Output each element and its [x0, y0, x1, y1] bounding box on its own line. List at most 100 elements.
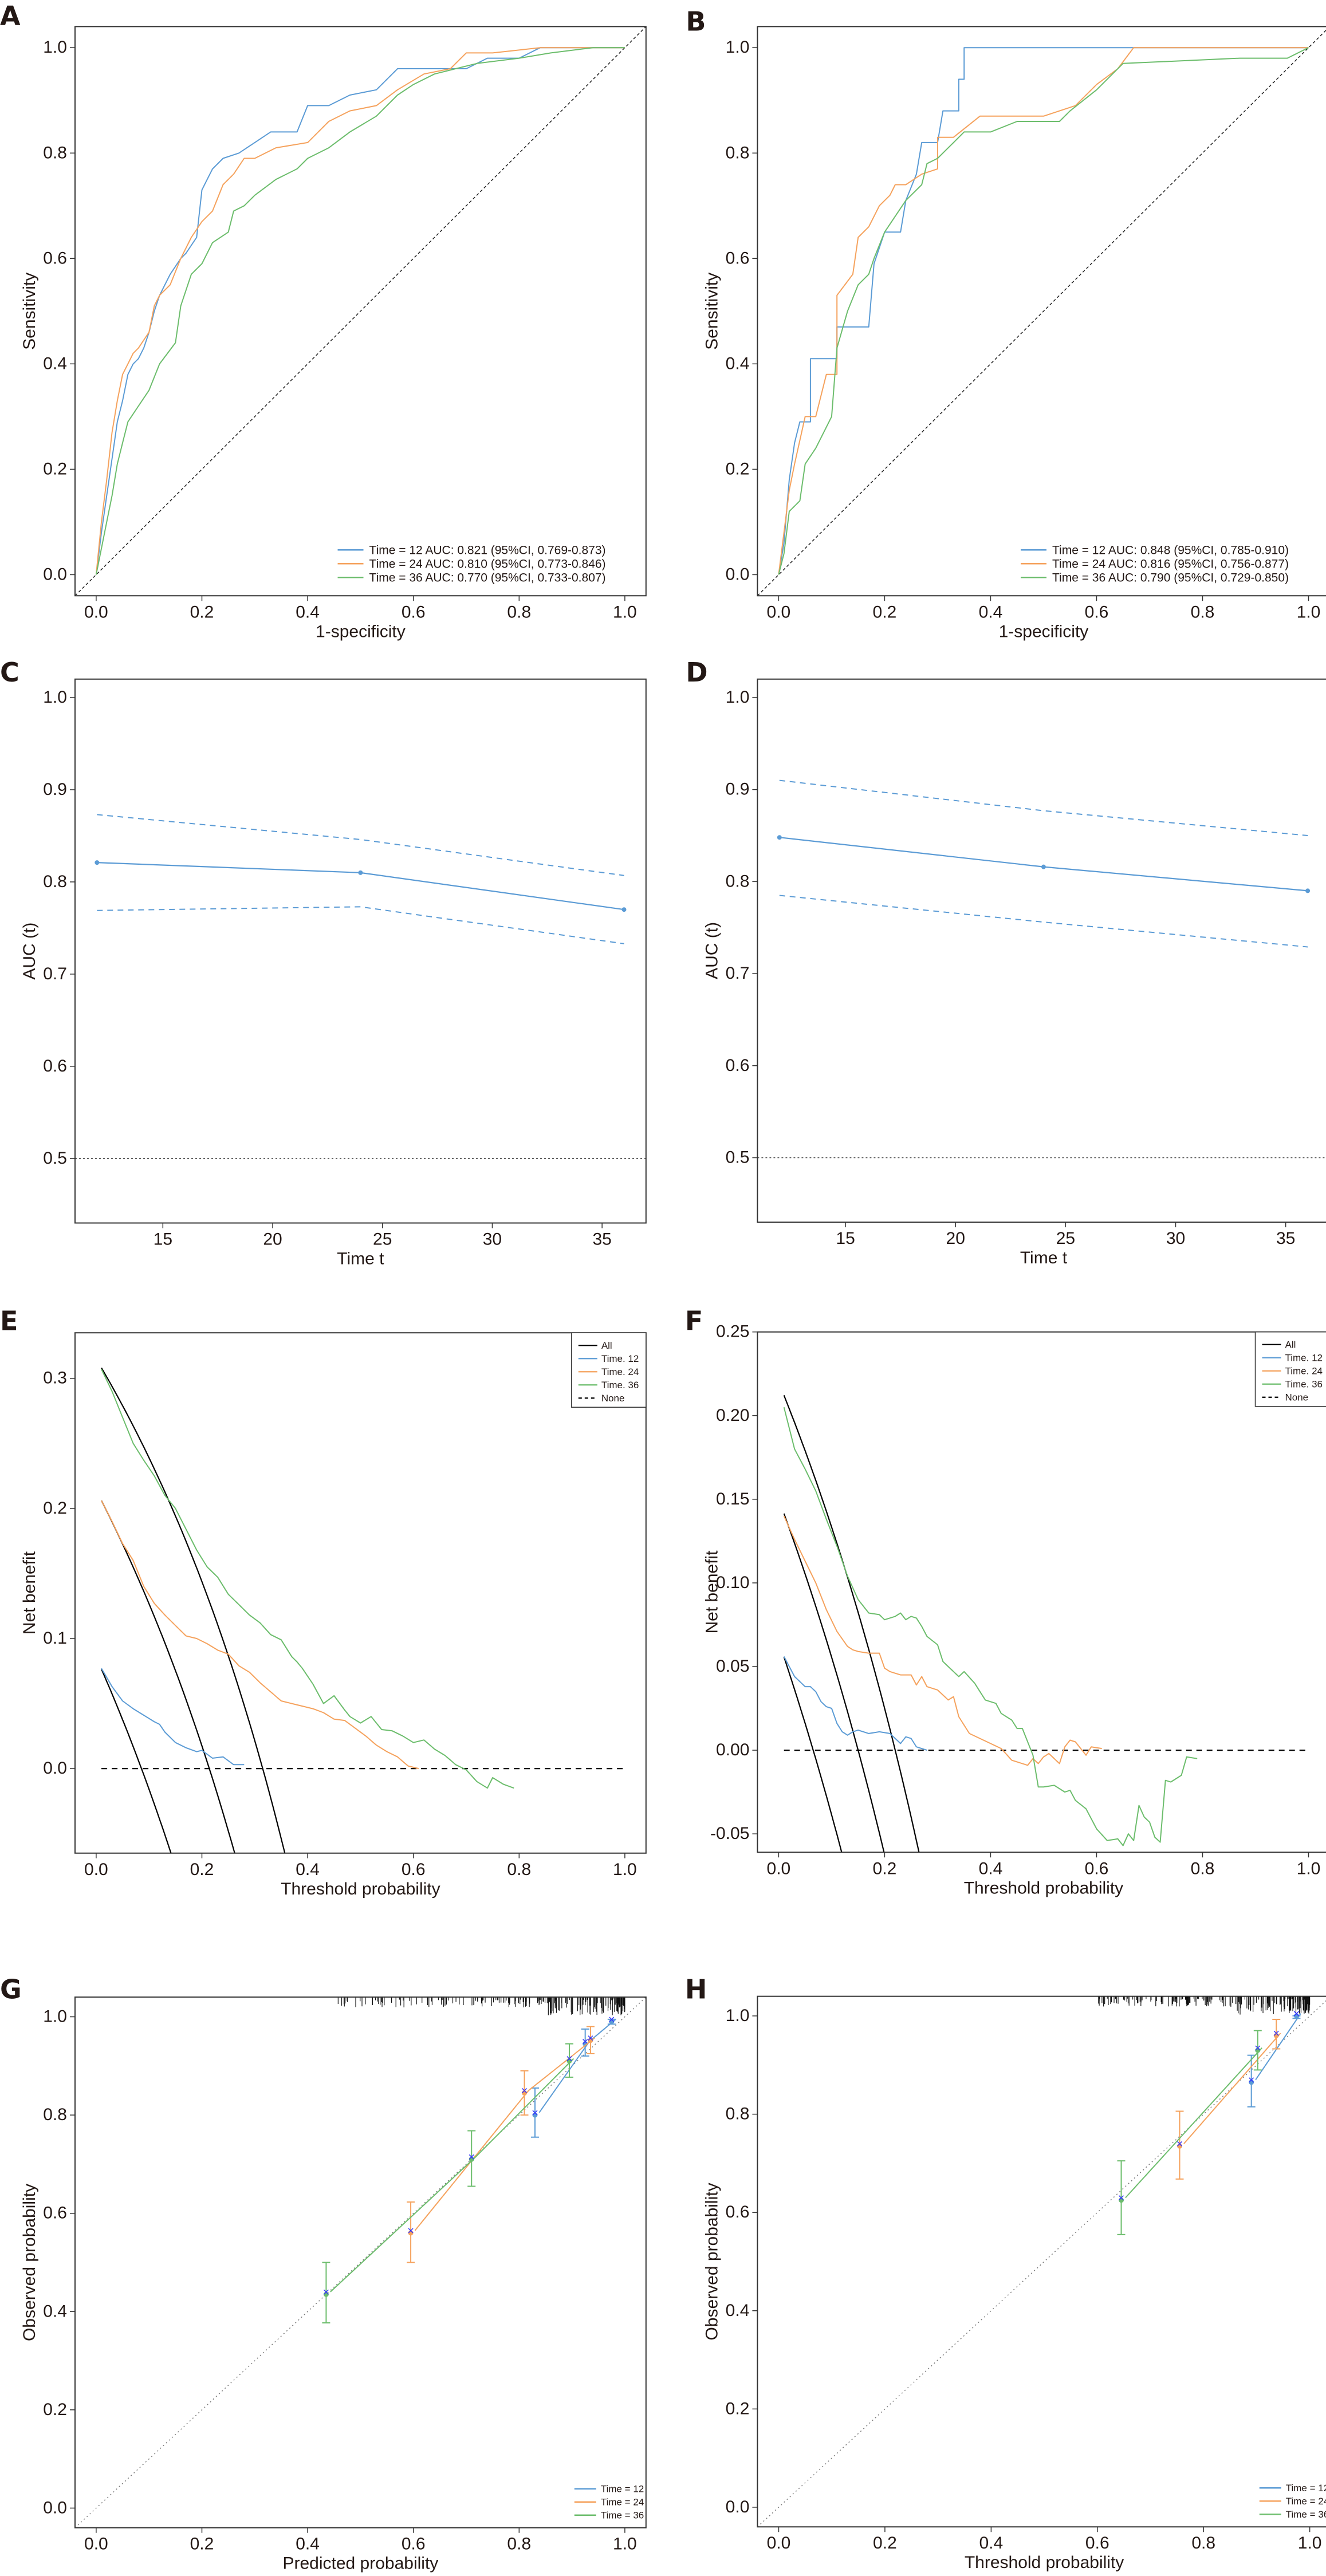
y-tick-label: -0.05 — [710, 1824, 749, 1843]
x-tick-label: 0.0 — [84, 602, 108, 621]
legend-label: Time. 24 — [601, 1366, 639, 1377]
calibration-line-time24 — [414, 2037, 595, 2231]
x-axis-title: Predicted probability — [282, 2554, 438, 2573]
panel-label: H — [685, 1974, 707, 2005]
y-tick-label: 0.6 — [43, 249, 67, 267]
y-tick-label: 0.8 — [726, 2105, 750, 2124]
x-tick-label: 0.2 — [190, 1860, 214, 1879]
plot-frame — [757, 1995, 1326, 2528]
legend-label: Time = 24 AUC: 0.810 (95%CI, 0.773-0.846… — [369, 557, 606, 570]
kaplan-meier-x-marker — [521, 2087, 528, 2094]
y-tick-label: 0.3 — [43, 1369, 67, 1388]
kaplan-meier-x-marker — [1255, 2045, 1261, 2051]
calibration-line-time36 — [1125, 2047, 1262, 2199]
y-tick-label: 0.8 — [43, 872, 67, 891]
treat-all-curve — [783, 1656, 843, 1853]
y-axis-title: Observed probability — [20, 2184, 39, 2341]
x-tick-label: 20 — [263, 1230, 282, 1248]
y-tick-label: 0.2 — [726, 459, 750, 478]
panel-d: D 15 20 25 30 35 0.5 0.6 0.7 0.8 0.9 1.0 Time t AUC (… — [686, 657, 1326, 1267]
x-tick-label: 35 — [592, 1230, 611, 1248]
plot-frame — [74, 26, 647, 597]
y-tick-label: 0.4 — [43, 354, 67, 373]
x-tick-label: 1.0 — [1297, 602, 1321, 621]
y-axis-title: AUC (t) — [20, 923, 39, 980]
x-tick-label: 0.2 — [873, 1859, 897, 1878]
x-axis-title: 1-specificity — [999, 622, 1089, 641]
x-axis-title: Threshold probability — [965, 2553, 1124, 2572]
reference-diagonal — [74, 1997, 646, 2528]
treat-all-curve — [101, 1500, 235, 1853]
plot-frame — [74, 1996, 647, 2528]
x-tick-label: 0.6 — [1085, 602, 1109, 621]
plot-area — [757, 29, 1326, 596]
legend-label: Time = 36 AUC: 0.790 (95%CI, 0.729-0.850… — [1052, 571, 1289, 584]
y-tick-label: 0.25 — [716, 1322, 749, 1341]
x-tick-label: 0.6 — [402, 2535, 426, 2554]
net-benefit-time36 — [783, 1407, 1198, 1846]
x-tick-label: 0.6 — [1085, 1859, 1109, 1878]
y-tick-label: 0.4 — [726, 2301, 750, 2320]
plot-area — [757, 1996, 1326, 2527]
panel-e: E 0.0 0.2 0.4 0.6 0.8 1.0 0.0 0.1 0.2 0.3 Threshold… — [0, 1305, 647, 1898]
legend-label: Time = 36 — [1286, 2509, 1326, 2520]
x-tick-label: 0.2 — [190, 2535, 214, 2554]
y-tick-label: 0.20 — [716, 1406, 749, 1425]
legend-label: Time = 12 — [1286, 2483, 1326, 2494]
x-tick-label: 1.0 — [1297, 1859, 1321, 1878]
x-tick-label: 15 — [836, 1229, 855, 1248]
panel-label: C — [0, 657, 19, 688]
panel-g: G 0.0 0.2 0.4 0.6 0.8 1.0 0.0 0.2 0.4 0.6 0.8 1.0 Pre… — [0, 1974, 647, 2573]
y-tick-label: 0.6 — [726, 1056, 750, 1075]
reference-diagonal — [74, 26, 646, 596]
calibration-line-time12 — [1255, 2013, 1301, 2081]
y-tick-label: 1.0 — [43, 2007, 67, 2026]
calibration-line-time36 — [330, 2058, 575, 2293]
legend-label: Time = 24 AUC: 0.816 (95%CI, 0.756-0.877… — [1052, 557, 1289, 570]
kaplan-meier-x-marker — [588, 2035, 593, 2041]
net-benefit-time12 — [101, 1668, 245, 1766]
y-tick-label: 0.0 — [726, 565, 750, 584]
y-tick-label: 0.0 — [726, 2498, 750, 2516]
x-tick-label: 0.0 — [767, 602, 791, 621]
x-axis-title: Time t — [337, 1249, 384, 1268]
panel-label: D — [686, 657, 707, 688]
y-tick-label: 0.6 — [726, 249, 750, 267]
net-benefit-time24 — [101, 1500, 419, 1770]
y-tick-label: 0.4 — [726, 354, 750, 373]
roc-curve-time12 — [95, 47, 625, 575]
x-tick-label: 0.4 — [979, 2534, 1003, 2553]
x-tick-label: 0.4 — [979, 602, 1003, 621]
auc-point — [1305, 888, 1311, 893]
legend-label: Time = 36 — [601, 2510, 644, 2521]
legend-label: Time. 24 — [1285, 1366, 1323, 1377]
x-tick-label: 0.8 — [1191, 1859, 1215, 1878]
legend-label: All — [1285, 1340, 1296, 1350]
legend-label: Time = 12 AUC: 0.848 (95%CI, 0.785-0.910… — [1052, 543, 1289, 557]
x-tick-label: 0.4 — [296, 602, 320, 621]
x-tick-label: 0.6 — [402, 602, 426, 621]
panel-label: F — [685, 1305, 703, 1336]
x-tick-label: 0.2 — [873, 2534, 897, 2553]
x-tick-label: 1.0 — [613, 2535, 637, 2554]
treat-all-curve — [783, 1395, 920, 1853]
panel-label: E — [0, 1305, 18, 1336]
x-tick-label: 1.0 — [613, 602, 637, 621]
y-tick-label: 0.8 — [726, 872, 750, 891]
y-axis-title: Sensitivity — [20, 273, 39, 350]
plot-area — [74, 1997, 646, 2528]
y-tick-label: 1.0 — [726, 2006, 750, 2025]
y-tick-label: 0.05 — [716, 1657, 749, 1676]
y-tick-label: 0.0 — [43, 2498, 67, 2517]
plot-frame — [757, 1331, 1326, 1853]
y-tick-label: 0.2 — [43, 1499, 67, 1518]
x-tick-label: 0.8 — [507, 1860, 531, 1879]
plot-frame — [74, 678, 647, 1224]
x-tick-label: 0.8 — [1191, 2534, 1215, 2553]
treat-all-curve — [783, 1513, 885, 1853]
y-tick-label: 0.8 — [726, 143, 750, 162]
kaplan-meier-x-marker — [408, 2228, 414, 2234]
plot-area — [75, 814, 646, 1159]
reference-diagonal — [757, 2000, 1326, 2527]
x-axis-title: Time t — [1020, 1248, 1068, 1267]
